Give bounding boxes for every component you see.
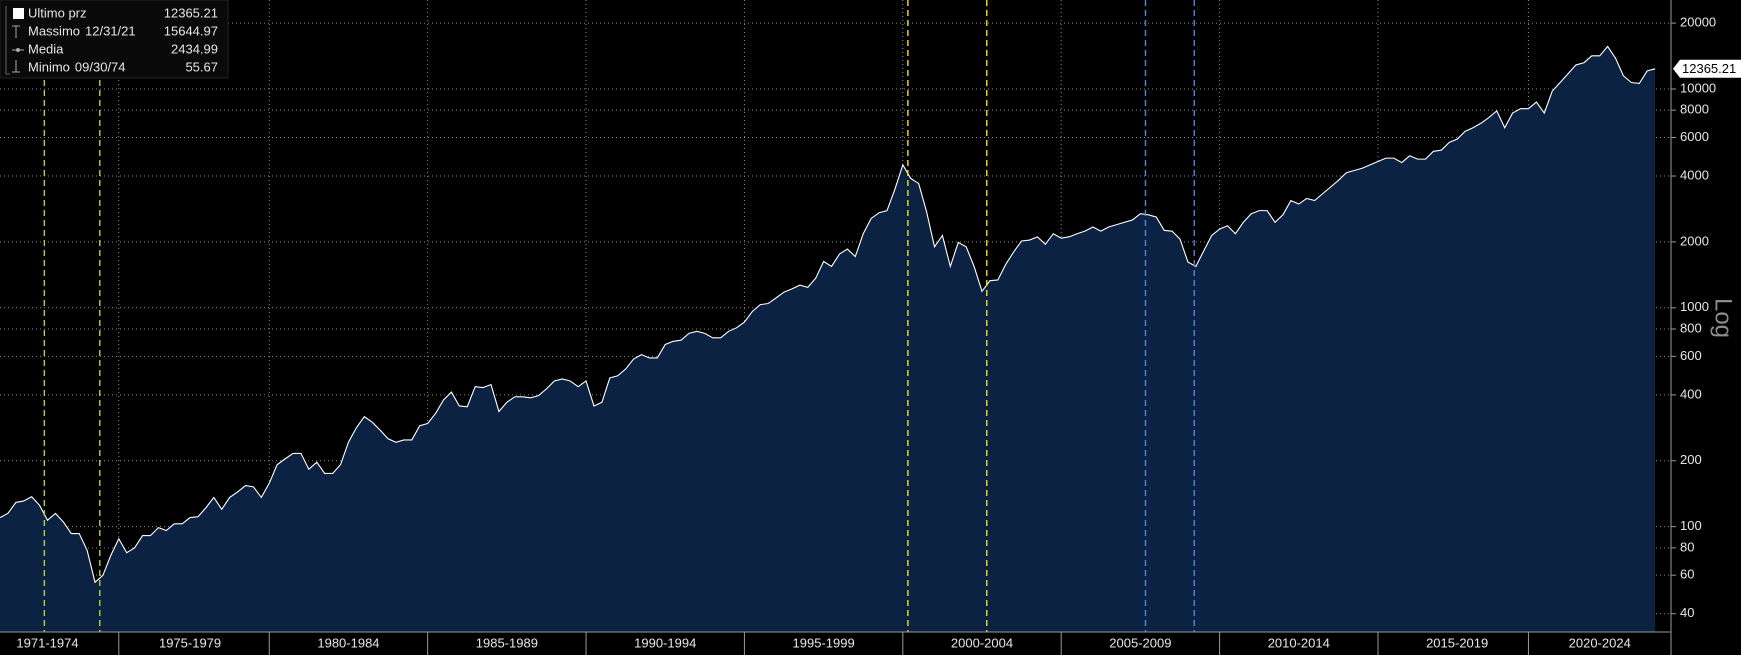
x-tick-label: 1980-1984 (317, 635, 379, 650)
legend-date: 12/31/21 (85, 23, 136, 38)
legend-label: Minimo (28, 59, 70, 74)
y-tick-label: 2000 (1680, 233, 1709, 248)
y-tick-label: 40 (1680, 605, 1694, 620)
x-tick-label: 1990-1994 (634, 635, 696, 650)
last-value-label: 12365.21 (1682, 61, 1736, 76)
x-tick-label: 2010-2014 (1268, 635, 1330, 650)
y-tick-label: 20000 (1680, 15, 1716, 30)
y-tick-label: 4000 (1680, 167, 1709, 182)
x-tick-label: 1985-1989 (476, 635, 538, 650)
legend-frame (5, 6, 10, 75)
legend-value: 2434.99 (171, 41, 218, 56)
last-value-tag (1673, 59, 1741, 78)
y-tick-label: 80 (1680, 539, 1694, 554)
y-tick-label: 100 (1680, 518, 1702, 533)
legend-icon (16, 48, 20, 52)
x-tick-label: 1971-1974 (16, 635, 78, 650)
x-tick-label: 2000-2004 (951, 635, 1013, 650)
scale-label: Log (1710, 298, 1737, 338)
y-tick-label: 800 (1680, 320, 1702, 335)
y-tick-label: 60 (1680, 567, 1694, 582)
price-line (0, 45, 1656, 584)
y-tick-label: 6000 (1680, 129, 1709, 144)
legend-box (0, 0, 229, 79)
y-tick-label: 600 (1680, 348, 1702, 363)
legend-label: Ultimo prz (28, 5, 87, 20)
legend-date: 09/30/74 (75, 59, 126, 74)
legend-label: Media (28, 41, 64, 56)
legend-icon (12, 60, 20, 73)
y-tick-label: 1000 (1680, 299, 1709, 314)
legend-label: Massimo (28, 23, 80, 38)
y-tick-label: 200 (1680, 452, 1702, 467)
area-fill (0, 46, 1656, 633)
legend-icon (13, 8, 24, 19)
x-tick-label: 1995-1999 (793, 635, 855, 650)
y-tick-label: 400 (1680, 386, 1702, 401)
legend-value: 12365.21 (164, 5, 218, 20)
legend-value: 55.67 (185, 59, 218, 74)
legend-value: 15644.97 (164, 23, 218, 38)
x-tick-label: 2020-2024 (1569, 635, 1631, 650)
y-tick-label: 10000 (1680, 80, 1716, 95)
x-tick-label: 2005-2009 (1109, 635, 1171, 650)
x-tick-label: 1975-1979 (159, 635, 221, 650)
y-tick-label: 8000 (1680, 102, 1709, 117)
x-tick-label: 2015-2019 (1426, 635, 1488, 650)
legend-icon (12, 25, 20, 38)
